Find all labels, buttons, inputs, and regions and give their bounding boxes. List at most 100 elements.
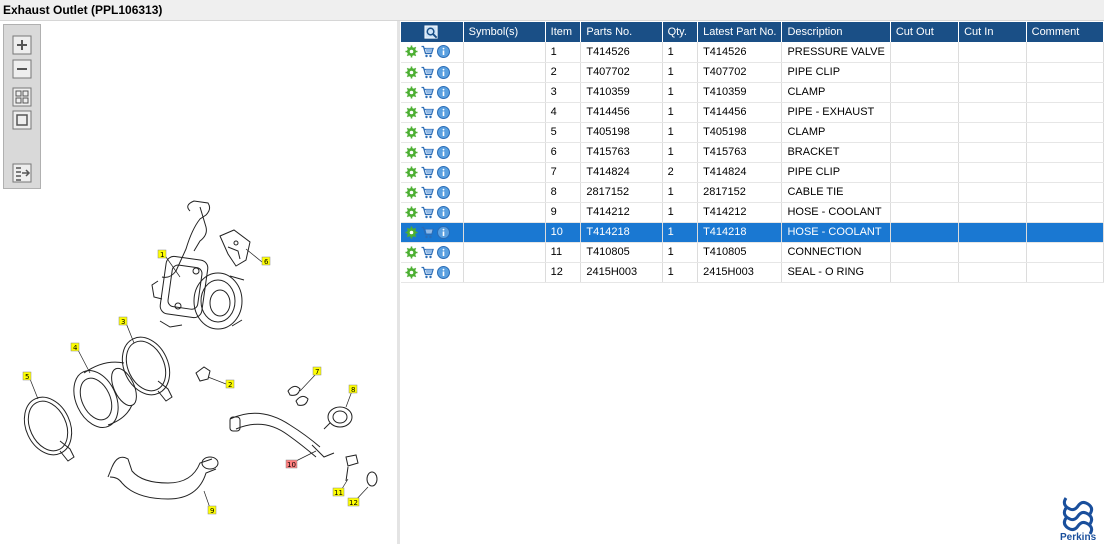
info-icon[interactable] <box>437 65 450 79</box>
cell-item: 7 <box>545 162 582 183</box>
cart-icon[interactable] <box>421 86 434 99</box>
part-bracket[interactable] <box>219 229 251 267</box>
column-header-qty[interactable]: Qty. <box>662 22 699 42</box>
gear-icon[interactable] <box>405 266 418 279</box>
table-row[interactable]: 2 T407702 1 T407702 PIPE CLIP <box>401 62 1104 83</box>
table-row[interactable]: 11 T410805 1 T410805 CONNECTION <box>401 242 1104 263</box>
gear-icon[interactable] <box>405 106 418 119</box>
gear-icon[interactable] <box>405 246 418 259</box>
callout-3[interactable]: 3 <box>118 316 128 326</box>
parts-list-pane: Symbol(s) Item Parts No. Qty. Latest Par… <box>400 21 1104 544</box>
cart-icon[interactable] <box>421 146 434 159</box>
part-cable-tie[interactable] <box>323 406 353 430</box>
callout-10[interactable]: 10 <box>285 459 298 469</box>
cell-comment <box>1026 62 1104 83</box>
column-header-cut-out[interactable]: Cut Out <box>890 22 960 42</box>
cell-parts-no: T414212 <box>580 202 663 223</box>
column-header-item[interactable]: Item <box>545 22 582 42</box>
part-pressure-valve[interactable] <box>151 200 245 330</box>
column-header-parts-no[interactable]: Parts No. <box>580 22 663 42</box>
info-icon[interactable] <box>437 225 450 239</box>
callout-7[interactable]: 7 <box>312 366 322 376</box>
info-icon[interactable] <box>437 265 450 279</box>
column-header-comment[interactable]: Comment <box>1026 22 1104 42</box>
part-pipe-clip-7[interactable] <box>287 385 309 406</box>
pane-splitter[interactable] <box>397 21 400 544</box>
callout-12[interactable]: 12 <box>347 497 360 507</box>
part-hose-coolant-10[interactable] <box>229 412 335 458</box>
gear-icon[interactable] <box>405 45 418 58</box>
column-header-description[interactable]: Description <box>781 22 891 42</box>
callout-5[interactable]: 5 <box>22 371 32 381</box>
column-header-latest-part-no[interactable]: Latest Part No. <box>697 22 783 42</box>
info-icon[interactable] <box>437 105 450 119</box>
actual-size-button[interactable] <box>11 110 33 130</box>
part-exhaust-pipe[interactable] <box>65 361 141 435</box>
cart-icon[interactable] <box>421 266 434 279</box>
table-row[interactable]: 8 2817152 1 2817152 CABLE TIE <box>401 182 1104 203</box>
gear-icon[interactable] <box>405 166 418 179</box>
cart-icon[interactable] <box>421 206 434 219</box>
callout-9[interactable]: 9 <box>207 505 217 515</box>
diagram-pane[interactable]: 1 2 3 4 5 6 7 8 9 10 11 12 <box>0 21 397 544</box>
table-row[interactable]: 5 T405198 1 T405198 CLAMP <box>401 122 1104 143</box>
info-icon[interactable] <box>437 85 450 99</box>
part-clamp-3[interactable] <box>113 330 178 403</box>
cell-parts-no: 2415H003 <box>580 262 663 283</box>
cart-icon[interactable] <box>421 66 434 79</box>
callout-2[interactable]: 2 <box>225 379 235 389</box>
info-icon[interactable] <box>437 125 450 139</box>
fit-all-button[interactable] <box>11 87 33 107</box>
cart-icon[interactable] <box>421 45 434 58</box>
gear-icon[interactable] <box>405 226 418 239</box>
cart-icon[interactable] <box>421 166 434 179</box>
info-icon[interactable] <box>437 185 450 199</box>
info-icon[interactable] <box>437 245 450 259</box>
table-row[interactable]: 4 T414456 1 T414456 PIPE - EXHAUST <box>401 102 1104 123</box>
info-icon[interactable] <box>437 45 450 59</box>
gear-icon[interactable] <box>405 126 418 139</box>
gear-icon[interactable] <box>405 146 418 159</box>
exploded-diagram[interactable]: 1 2 3 4 5 6 7 8 9 10 11 12 <box>0 21 397 544</box>
info-icon[interactable] <box>437 145 450 159</box>
table-row[interactable]: 10 T414218 1 T414218 HOSE - COOLANT <box>401 222 1104 243</box>
cell-item: 6 <box>545 142 582 163</box>
callout-4[interactable]: 4 <box>70 342 80 352</box>
part-seal-o-ring[interactable] <box>366 471 378 487</box>
zoom-out-button[interactable] <box>11 59 33 79</box>
callout-6[interactable]: 6 <box>261 256 271 266</box>
info-icon[interactable] <box>437 205 450 219</box>
table-row[interactable]: 7 T414824 2 T414824 PIPE CLIP <box>401 162 1104 183</box>
cell-item: 10 <box>545 222 582 243</box>
gear-icon[interactable] <box>405 66 418 79</box>
search-column-header[interactable] <box>401 22 464 42</box>
part-connection[interactable] <box>345 454 359 482</box>
gear-icon[interactable] <box>405 186 418 199</box>
zoom-in-button[interactable] <box>11 35 33 55</box>
cart-icon[interactable] <box>421 126 434 139</box>
export-button[interactable] <box>11 163 33 183</box>
table-row[interactable]: 9 T414212 1 T414212 HOSE - COOLANT <box>401 202 1104 223</box>
part-hose-coolant-9[interactable] <box>107 456 219 500</box>
gear-icon[interactable] <box>405 206 418 219</box>
cart-icon[interactable] <box>421 106 434 119</box>
table-row[interactable]: 3 T410359 1 T410359 CLAMP <box>401 82 1104 103</box>
cart-icon[interactable] <box>421 226 434 239</box>
callout-11[interactable]: 11 <box>332 487 345 497</box>
table-row[interactable]: 1 T414526 1 T414526 PRESSURE VALVE <box>401 42 1104 63</box>
cell-symbols <box>463 82 546 103</box>
column-header-cut-in[interactable]: Cut In <box>958 22 1027 42</box>
cell-description: PIPE CLIP <box>781 162 891 183</box>
column-header-symbols[interactable]: Symbol(s) <box>463 22 546 42</box>
callout-1[interactable]: 1 <box>157 249 167 259</box>
part-pipe-clip-2[interactable] <box>195 366 211 382</box>
table-row[interactable]: 12 2415H003 1 2415H003 SEAL - O RING <box>401 262 1104 283</box>
table-row[interactable]: 6 T415763 1 T415763 BRACKET <box>401 142 1104 163</box>
callout-8[interactable]: 8 <box>348 384 358 394</box>
part-clamp-5[interactable] <box>15 390 80 463</box>
cart-icon[interactable] <box>421 246 434 259</box>
cart-icon[interactable] <box>421 186 434 199</box>
gear-icon[interactable] <box>405 86 418 99</box>
info-icon[interactable] <box>437 165 450 179</box>
cell-cut-out <box>890 82 960 103</box>
